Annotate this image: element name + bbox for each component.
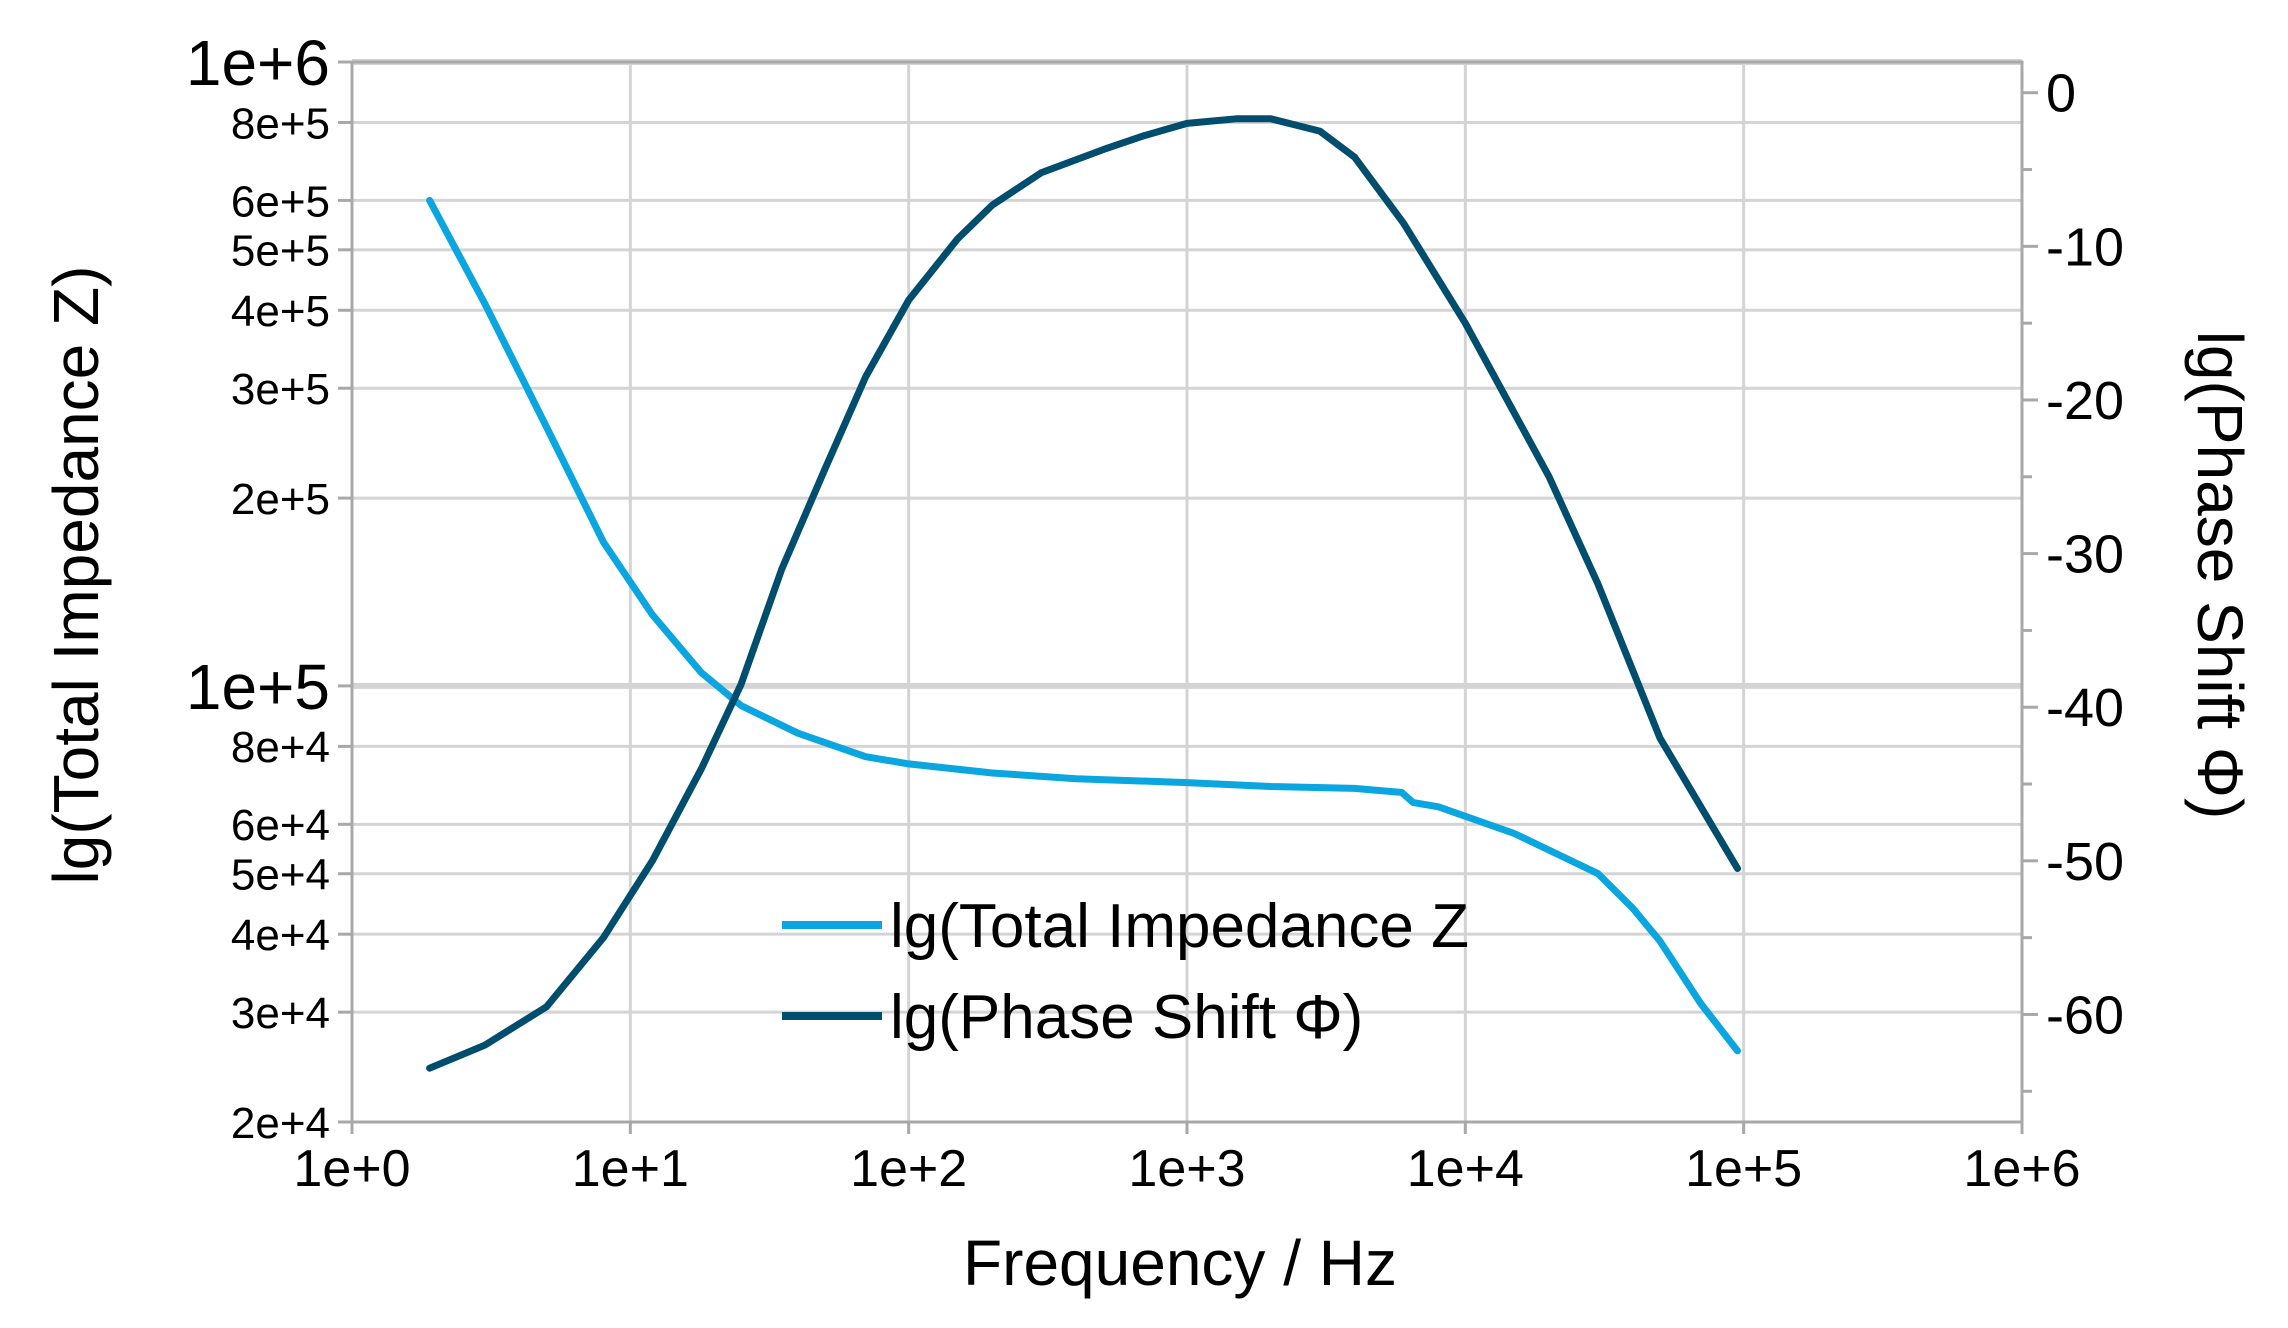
data-series [426, 115, 1741, 1072]
y-right-tick-label: -10 [2046, 217, 2124, 277]
series-line-impedance [426, 196, 1741, 1055]
x-tick-label: 1e+5 [1685, 1140, 1802, 1198]
x-tick-label: 1e+0 [293, 1140, 410, 1198]
y-right-tick-label: -60 [2046, 985, 2124, 1045]
y-left-tick-label: 5e+5 [231, 227, 330, 276]
axis-ticks: 1e+0 1e+1 1e+2 1e+3 1e+4 1e+5 1e+61e+68e+56e+5… [186, 27, 2124, 1198]
grid-lines [350, 59, 2024, 1124]
y-left-tick-label: 1e+5 [186, 651, 330, 723]
y-axis-left-title: lg(Total Impedance Z) [40, 266, 112, 885]
y-left-tick-label: 5e+4 [231, 851, 330, 900]
y-left-tick-label: 3e+4 [231, 989, 330, 1038]
y-right-tick-label: -40 [2046, 678, 2124, 738]
x-tick-label: 1e+3 [1128, 1140, 1245, 1198]
y-left-tick-label: 8e+5 [231, 99, 330, 148]
y-right-tick-label: 0 [2046, 64, 2076, 124]
y-left-tick-label: 2e+4 [231, 1099, 330, 1148]
y-left-tick-label: 3e+5 [231, 365, 330, 414]
y-right-tick-label: -30 [2046, 525, 2124, 585]
y-left-tick-label: 4e+4 [231, 911, 330, 960]
legend: lg(Total Impedance Z lg(Phase Shift Φ) [782, 892, 1469, 1052]
y-left-tick-label: 8e+4 [231, 723, 330, 772]
y-left-tick-label: 6e+4 [231, 801, 330, 850]
y-right-tick-label: -50 [2046, 832, 2124, 892]
x-tick-label: 1e+6 [1963, 1140, 2080, 1198]
y-right-tick-label: -20 [2046, 371, 2124, 431]
legend-label-impedance: lg(Total Impedance Z [890, 892, 1469, 961]
y-axis-right-title: lg(Phase Shift Φ) [2184, 331, 2256, 820]
series-line-phase [426, 115, 1741, 1072]
x-tick-label: 1e+4 [1407, 1140, 1524, 1198]
x-tick-label: 1e+1 [572, 1140, 689, 1198]
y-left-tick-label: 4e+5 [231, 287, 330, 336]
legend-label-phase: lg(Phase Shift Φ) [890, 983, 1363, 1052]
x-tick-label: 1e+2 [850, 1140, 967, 1198]
x-axis-title: Frequency / Hz [963, 1227, 1397, 1299]
y-left-tick-label: 1e+6 [186, 27, 330, 99]
y-left-tick-label: 2e+5 [231, 475, 330, 524]
y-left-tick-label: 6e+5 [231, 177, 330, 226]
